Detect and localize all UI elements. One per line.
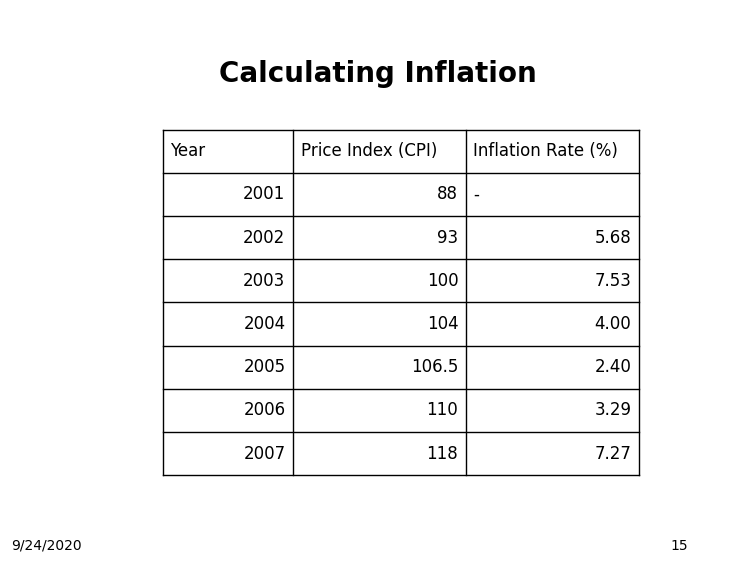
Text: 7.27: 7.27 xyxy=(594,445,631,463)
Text: 3.29: 3.29 xyxy=(594,401,631,419)
Text: 2002: 2002 xyxy=(243,229,286,247)
Text: Calculating Inflation: Calculating Inflation xyxy=(219,60,537,89)
Text: 9/24/2020: 9/24/2020 xyxy=(11,539,82,553)
Text: 118: 118 xyxy=(426,445,458,463)
Text: 15: 15 xyxy=(671,539,688,553)
Text: 7.53: 7.53 xyxy=(594,272,631,290)
Text: 2007: 2007 xyxy=(243,445,286,463)
Text: Price Index (CPI): Price Index (CPI) xyxy=(301,142,437,160)
Text: 5.68: 5.68 xyxy=(594,229,631,247)
Text: 110: 110 xyxy=(426,401,458,419)
Text: 2005: 2005 xyxy=(243,358,286,376)
Text: 106.5: 106.5 xyxy=(411,358,458,376)
Text: 2004: 2004 xyxy=(243,315,286,333)
Text: 88: 88 xyxy=(438,185,458,203)
Text: Inflation Rate (%): Inflation Rate (%) xyxy=(473,142,618,160)
Text: 100: 100 xyxy=(426,272,458,290)
Text: 93: 93 xyxy=(437,229,458,247)
Text: 2001: 2001 xyxy=(243,185,286,203)
Text: 2003: 2003 xyxy=(243,272,286,290)
Text: 2006: 2006 xyxy=(243,401,286,419)
Text: 104: 104 xyxy=(426,315,458,333)
Text: -: - xyxy=(473,185,479,203)
Text: 2.40: 2.40 xyxy=(594,358,631,376)
Text: 4.00: 4.00 xyxy=(594,315,631,333)
Text: Year: Year xyxy=(170,142,205,160)
